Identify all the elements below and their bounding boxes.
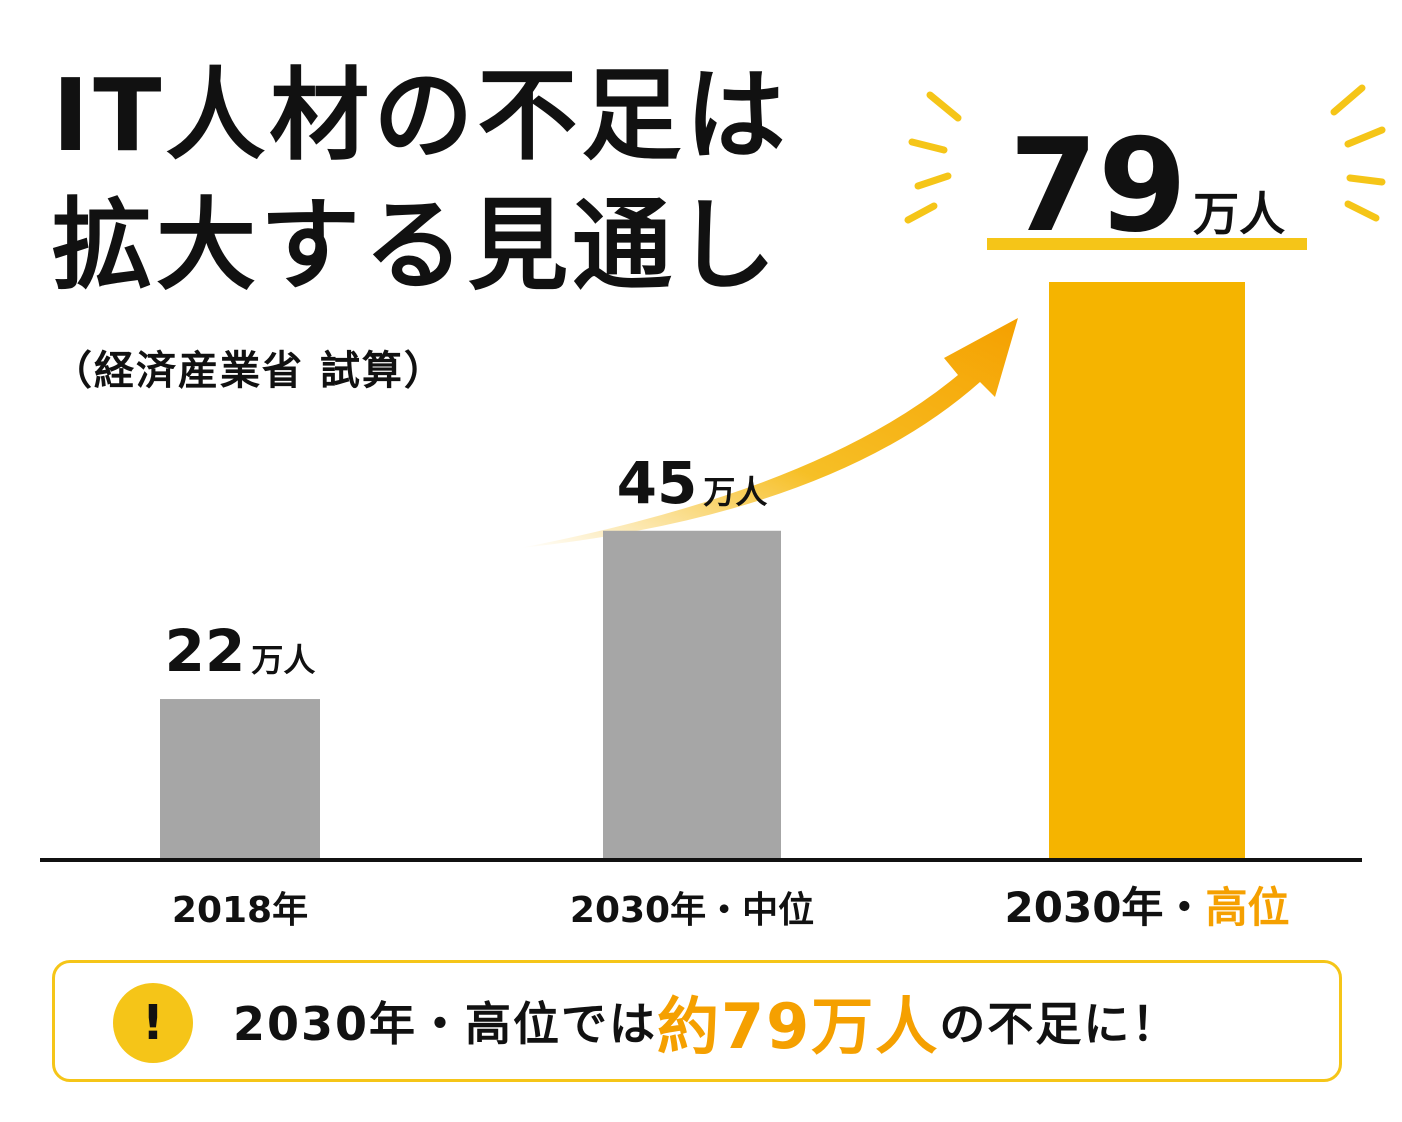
burst-line-6 — [1344, 126, 1386, 148]
bar-3 — [1049, 282, 1245, 860]
tick-label-2: 2030年・中位 — [570, 890, 814, 931]
chart-title-line-2: 拡大する見通し — [52, 187, 780, 304]
callout-highlight: 約79万人 — [657, 990, 940, 1063]
exclamation-icon: ! — [113, 983, 193, 1063]
value-unit-2: 万人 — [703, 473, 767, 511]
value-number-2: 45 — [617, 449, 698, 517]
value-label-3: 79 万人 — [1009, 112, 1285, 261]
callout-box: ! 2030年・高位では 約79万人 の不足に！ — [52, 960, 1342, 1082]
trend-arrow — [520, 318, 1018, 548]
tick-label-accent-3: 高位 — [1205, 883, 1289, 932]
value-label-2: 45 万人 — [617, 449, 768, 517]
tick-label-main-1: 2018年 — [172, 890, 308, 931]
chart-source: （経済産業省 試算） — [52, 348, 446, 394]
burst-line-5 — [1330, 84, 1366, 116]
value-unit-1: 万人 — [251, 641, 315, 679]
highlight-underline — [987, 238, 1307, 250]
callout-text: 2030年・高位では 約79万人 の不足に！ — [233, 963, 1179, 1079]
callout-text-after: の不足に！ — [939, 997, 1180, 1051]
bar-1 — [160, 699, 320, 860]
chart-title-line-1: IT人材の不足は — [52, 57, 790, 174]
tick-label-main-2: 2030年・中位 — [570, 890, 814, 931]
burst-line-4 — [904, 202, 938, 224]
bar-2 — [603, 530, 781, 860]
burst-lines — [904, 84, 1386, 224]
burst-line-2 — [908, 138, 948, 154]
burst-line-3 — [914, 172, 952, 190]
tick-label-1: 2018年 — [172, 890, 308, 931]
value-label-1: 22 万人 — [165, 617, 316, 685]
burst-line-8 — [1344, 200, 1380, 222]
value-number-1: 22 — [165, 617, 246, 685]
value-number-3: 79 — [1009, 112, 1187, 261]
value-unit-3: 万人 — [1193, 187, 1285, 241]
burst-line-1 — [926, 91, 962, 122]
tick-label-3: 2030年・高位 — [1005, 883, 1290, 932]
burst-line-7 — [1346, 174, 1386, 186]
callout-text-before: 2030年・高位では — [233, 997, 658, 1051]
tick-label-main-3: 2030年・ — [1005, 883, 1206, 932]
